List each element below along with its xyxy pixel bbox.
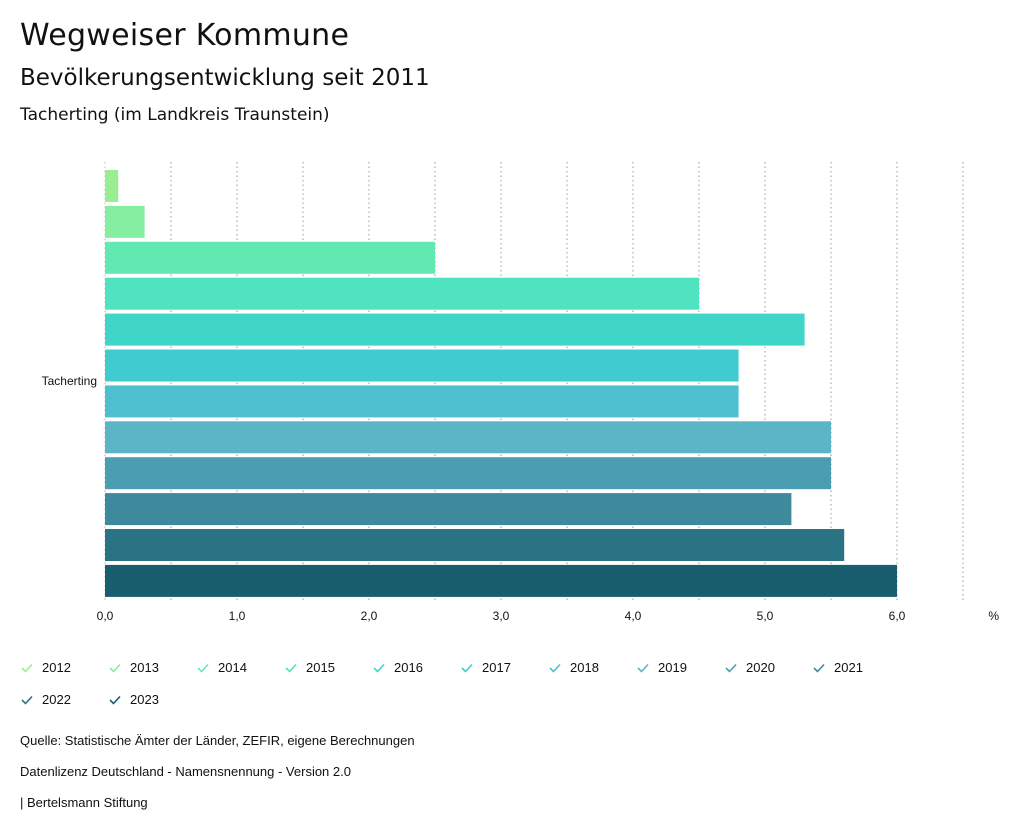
checkmark-icon	[725, 663, 737, 673]
bar-2018[interactable]	[105, 385, 739, 418]
bar-2015[interactable]	[105, 277, 699, 310]
legend-label: 2015	[306, 660, 335, 675]
bar-2023[interactable]	[105, 564, 897, 597]
legend-item-2014[interactable]: 2014	[196, 660, 247, 675]
legend-label: 2012	[42, 660, 71, 675]
legend-item-2022[interactable]: 2022	[20, 692, 71, 707]
checkmark-icon	[21, 663, 33, 673]
x-tick-label: 3,0	[493, 609, 510, 623]
checkmark-icon	[109, 695, 121, 705]
publisher-note: | Bertelsmann Stiftung	[20, 795, 148, 810]
legend-item-2012[interactable]: 2012	[20, 660, 71, 675]
legend-item-2016[interactable]: 2016	[372, 660, 423, 675]
checkmark-icon	[461, 663, 473, 673]
x-tick-label: 1,0	[229, 609, 246, 623]
legend-item-2018[interactable]: 2018	[548, 660, 599, 675]
legend-item-2019[interactable]: 2019	[636, 660, 687, 675]
bar-2012[interactable]	[105, 170, 119, 202]
bar-2022[interactable]	[105, 529, 845, 561]
legend-label: 2018	[570, 660, 599, 675]
legend-label: 2013	[130, 660, 159, 675]
checkmark-icon	[637, 663, 649, 673]
legend-item-2017[interactable]: 2017	[460, 660, 511, 675]
bar-2013[interactable]	[105, 205, 145, 238]
legend-label: 2021	[834, 660, 863, 675]
page-title: Wegweiser Kommune	[20, 18, 350, 53]
x-axis-unit: %	[988, 609, 999, 623]
checkmark-icon	[549, 663, 561, 673]
legend-label: 2020	[746, 660, 775, 675]
bar-2019[interactable]	[105, 421, 831, 454]
checkmark-icon	[813, 663, 825, 673]
checkmark-icon	[109, 663, 121, 673]
legend-label: 2022	[42, 692, 71, 707]
legend-label: 2023	[130, 692, 159, 707]
legend-item-2020[interactable]: 2020	[724, 660, 775, 675]
legend-label: 2017	[482, 660, 511, 675]
x-tick-label: 6,0	[889, 609, 906, 623]
checkmark-icon	[21, 695, 33, 705]
bar-2020[interactable]	[105, 457, 831, 490]
x-tick-label: 0,0	[97, 609, 114, 623]
bar-2021[interactable]	[105, 493, 792, 526]
legend-item-2021[interactable]: 2021	[812, 660, 863, 675]
legend-item-2023[interactable]: 2023	[108, 692, 159, 707]
bar-2014[interactable]	[105, 241, 435, 274]
legend-item-2013[interactable]: 2013	[108, 660, 159, 675]
legend-label: 2019	[658, 660, 687, 675]
legend-item-2015[interactable]: 2015	[284, 660, 335, 675]
legend-label: 2016	[394, 660, 423, 675]
chart-subtitle: Bevölkerungsentwicklung seit 2011	[20, 65, 430, 91]
x-tick-label: 2,0	[361, 609, 378, 623]
bar-chart: Tacherting 0,0 1,0 2,0 3,0 4,0 5,0 6,0%	[42, 162, 999, 623]
x-tick-label: 5,0	[757, 609, 774, 623]
bar-2017[interactable]	[105, 349, 739, 382]
x-tick-label: 4,0	[625, 609, 642, 623]
region-label: Tacherting (im Landkreis Traunstein)	[20, 105, 330, 125]
checkmark-icon	[285, 663, 297, 673]
checkmark-icon	[197, 663, 209, 673]
legend-label: 2014	[218, 660, 247, 675]
source-note: Quelle: Statistische Ämter der Länder, Z…	[20, 733, 415, 748]
checkmark-icon	[373, 663, 385, 673]
category-label: Tacherting	[42, 374, 97, 388]
license-note: Datenlizenz Deutschland - Namensnennung …	[20, 764, 351, 779]
bar-2016[interactable]	[105, 313, 805, 346]
